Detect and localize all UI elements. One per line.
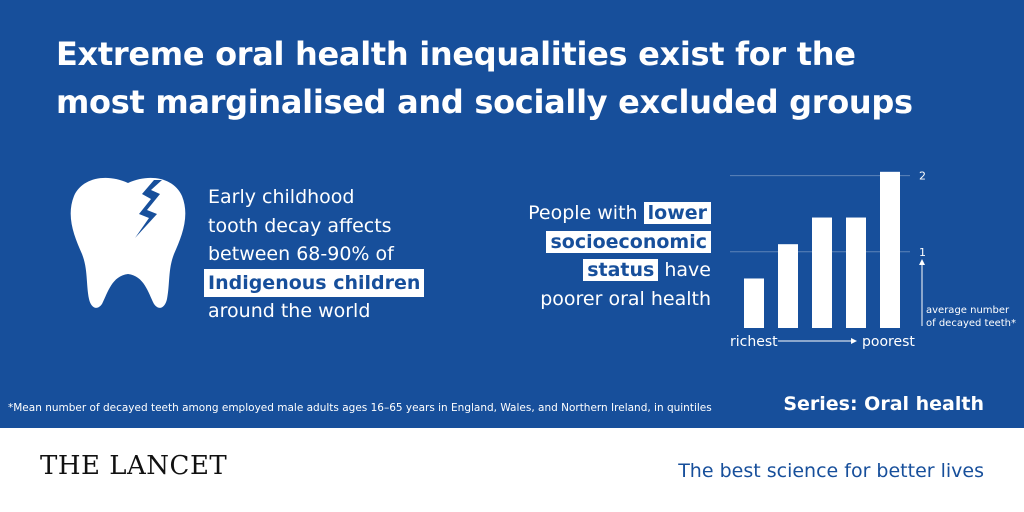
y-axis-label-line-1: average number: [926, 305, 1010, 316]
tooth-stat-line-2: tooth decay affects: [208, 214, 392, 237]
ses-highlight-socioeconomic: socioeconomic: [546, 230, 711, 253]
headline-line-2: most marginalised and socially excluded …: [56, 83, 913, 121]
bar-quintile-3: [812, 217, 832, 328]
tagline: The best science for better lives: [678, 460, 984, 482]
ses-highlight-status: status: [583, 259, 659, 281]
x-axis-end-label: poorest: [862, 334, 915, 350]
ses-prefix: People with: [528, 202, 638, 224]
ses-highlight-lower: lower: [643, 202, 711, 224]
ses-suffix: have: [664, 259, 711, 281]
x-axis-arrow-head: [851, 338, 857, 344]
bar-quintile-4: [846, 217, 866, 328]
series-label: Series: Oral health: [783, 393, 984, 415]
bar-quintile-1: [744, 278, 764, 328]
headline: Extreme oral health inequalities exist f…: [56, 30, 986, 126]
blue-panel: Extreme oral health inequalities exist f…: [0, 0, 1024, 428]
decay-bar-chart: 12 average number of decayed teeth* rich…: [730, 170, 1016, 350]
y-tick-label: 1: [919, 246, 926, 259]
headline-line-1: Extreme oral health inequalities exist f…: [56, 35, 856, 73]
footnote: *Mean number of decayed teeth among empl…: [8, 402, 712, 414]
ses-stat-text: People with lower socioeconomic status h…: [528, 199, 711, 313]
tooth-stat-line-3: between 68-90% of: [208, 243, 394, 265]
y-axis-arrow-head: [919, 259, 925, 265]
ses-line-4: poorer oral health: [540, 287, 711, 310]
lancet-logo: THE LANCET: [40, 451, 228, 481]
tooth-stat-line-5: around the world: [208, 300, 371, 322]
bar-quintile-2: [778, 244, 798, 328]
chart-y-ticks: 12: [919, 170, 926, 259]
chart-bars: [744, 171, 900, 328]
indigenous-children-highlight: Indigenous children: [204, 268, 425, 297]
y-tick-label: 2: [919, 170, 926, 183]
y-axis-label-line-2: of decayed teeth*: [926, 318, 1016, 329]
bar-quintile-5: [880, 171, 900, 328]
indigenous-stat-text: Early childhood tooth decay affects betw…: [204, 183, 425, 326]
broken-tooth-icon: [70, 177, 186, 308]
x-axis-start-label: richest: [730, 334, 778, 350]
tooth-stat-line-1: Early childhood: [208, 186, 355, 208]
